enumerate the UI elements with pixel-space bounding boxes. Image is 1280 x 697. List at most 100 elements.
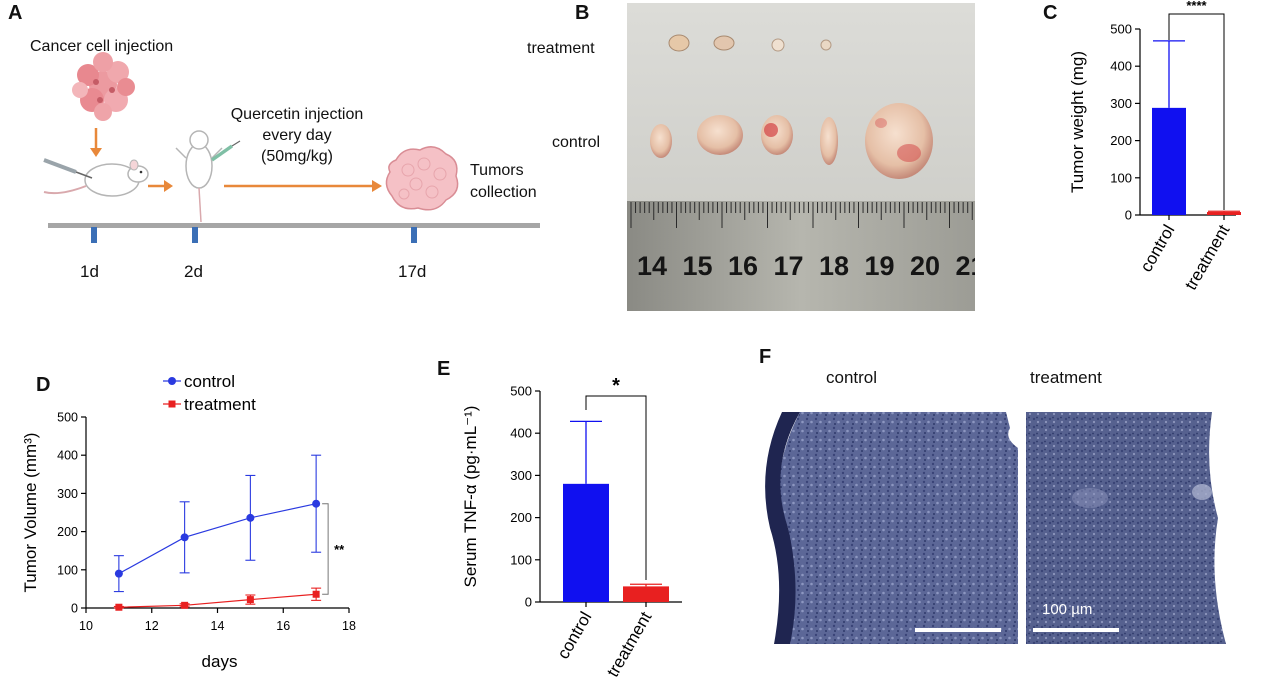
y-tick-label: 400 — [57, 449, 78, 463]
data-point-control — [246, 513, 255, 522]
significance-bracket — [322, 503, 329, 595]
x-tick-label: 18 — [342, 619, 356, 633]
chart-c-tumor-weight: 0 100 200 300 400 500 Tumor weight (mg) control… — [1068, 0, 1241, 293]
data-point-control — [312, 499, 321, 508]
ruler-number: 21 — [956, 251, 976, 281]
x-axis-label: days — [202, 652, 238, 671]
ruler-number: 19 — [865, 251, 895, 281]
y-tick-label: 200 — [510, 510, 532, 525]
mouse-icon — [43, 159, 149, 197]
y-tick-label: 400 — [510, 426, 532, 441]
tumor-icon — [385, 146, 459, 211]
timeline-tick-1d — [91, 227, 97, 243]
day-label-1d: 1d — [80, 262, 99, 281]
ruler-number: 15 — [683, 251, 713, 281]
schematic-illustration — [43, 52, 540, 243]
timeline-tick-17d — [411, 227, 417, 243]
data-point-treatment — [246, 596, 254, 604]
legend-label-treatment: treatment — [184, 395, 256, 414]
x-tick-label: control — [1136, 222, 1178, 276]
histology-label-treatment: treatment — [1030, 368, 1102, 387]
y-tick-label: 100 — [57, 563, 78, 577]
y-axis-label: Serum TNF-α (pg·mL⁻¹) — [461, 406, 480, 588]
y-tick-label: 0 — [1125, 208, 1132, 223]
photo-label-treatment: treatment — [527, 40, 595, 57]
histology-treatment-image — [1026, 412, 1226, 644]
day-label-2d: 2d — [184, 262, 203, 281]
panel-label-b: B — [575, 2, 590, 24]
histology-control-image — [765, 412, 1018, 644]
panel-label-e: E — [437, 358, 451, 380]
x-tick-label: 10 — [79, 619, 93, 633]
y-tick-label: 200 — [1110, 133, 1132, 148]
histology-label-control: control — [826, 368, 878, 387]
scale-bar-treatment — [1033, 628, 1119, 632]
ruler-number: 16 — [728, 251, 758, 281]
data-point-treatment — [312, 590, 320, 598]
bar-control — [1152, 107, 1186, 215]
significance-label: * — [612, 375, 620, 397]
ruler-number: 18 — [819, 251, 849, 281]
mouse-upright-icon — [175, 130, 223, 223]
panel-label-c: C — [1043, 2, 1058, 24]
ruler-number: 17 — [774, 251, 804, 281]
x-tick-label: treatment — [603, 608, 655, 680]
y-tick-label: 500 — [510, 384, 532, 399]
y-axis-label: Tumor weight (mg) — [1068, 51, 1087, 193]
y-tick-label: 200 — [57, 525, 78, 539]
panel-label-a: A — [8, 2, 23, 24]
x-tick-label: 16 — [276, 619, 290, 633]
y-tick-label: 300 — [510, 468, 532, 483]
tumors-line-2: collection — [470, 184, 537, 201]
data-point-treatment — [181, 601, 189, 609]
panel-label-d: D — [36, 374, 51, 396]
y-tick-label: 500 — [57, 411, 78, 425]
legend-marker — [168, 377, 176, 385]
y-tick-label: 500 — [1110, 22, 1132, 37]
bar-treatment — [1207, 212, 1241, 215]
chart-d-tumor-volume: 0 100 200 300 400 500 10 12 14 16 18 days Tumor Volu… — [21, 372, 356, 671]
ruler-numbers: 14 15 16 17 18 19 20 21 — [637, 251, 975, 281]
y-axis-label: Tumor Volume (mm³) — [21, 433, 40, 593]
significance-bracket — [1168, 13, 1225, 210]
y-tick-label: 0 — [525, 595, 532, 610]
tumor-photo: 14 15 16 17 18 19 20 21 — [627, 3, 975, 311]
legend-label-control: control — [184, 372, 235, 391]
panel-label-f: F — [759, 346, 772, 368]
tumors-collection-label: Tumors collection — [470, 160, 537, 204]
y-tick-label: 100 — [510, 552, 532, 567]
x-tick-label: 12 — [145, 619, 159, 633]
data-point-treatment — [115, 603, 123, 611]
quercetin-label: Quercetin injection every day (50mg/kg) — [222, 104, 372, 167]
series-line-treatment — [118, 593, 317, 608]
significance-label: **** — [1186, 0, 1207, 13]
histology-images — [765, 412, 1226, 644]
significance-bracket — [585, 395, 647, 580]
scale-bar-control — [915, 628, 1001, 632]
data-point-control — [114, 569, 123, 578]
x-tick-label: 14 — [211, 619, 225, 633]
x-tick-label: control — [553, 609, 595, 663]
scale-bar-label: 100 µm — [1042, 601, 1093, 618]
y-tick-label: 0 — [71, 602, 78, 616]
data-point-control — [180, 533, 189, 542]
bar-treatment — [623, 586, 669, 602]
bar-control — [563, 483, 609, 602]
x-tick-label: treatment — [1181, 221, 1233, 293]
quercetin-line-1: Quercetin injection — [230, 106, 364, 123]
syringe-icon — [43, 158, 93, 179]
tumors-line-1: Tumors — [470, 162, 524, 179]
quercetin-line-3: (50mg/kg) — [260, 148, 334, 165]
y-tick-label: 300 — [1110, 96, 1132, 111]
y-tick-label: 100 — [1110, 170, 1132, 185]
cancer-cell-injection-label: Cancer cell injection — [30, 38, 174, 55]
quercetin-line-2: every day — [262, 127, 332, 144]
y-tick-label: 300 — [57, 487, 78, 501]
ruler-number: 14 — [637, 251, 667, 281]
significance-label: ** — [334, 542, 345, 557]
photo-label-control: control — [552, 134, 601, 151]
ruler-number: 20 — [910, 251, 940, 281]
series-line-control — [118, 503, 317, 575]
day-label-17d: 17d — [398, 262, 427, 281]
legend-marker — [168, 400, 176, 408]
